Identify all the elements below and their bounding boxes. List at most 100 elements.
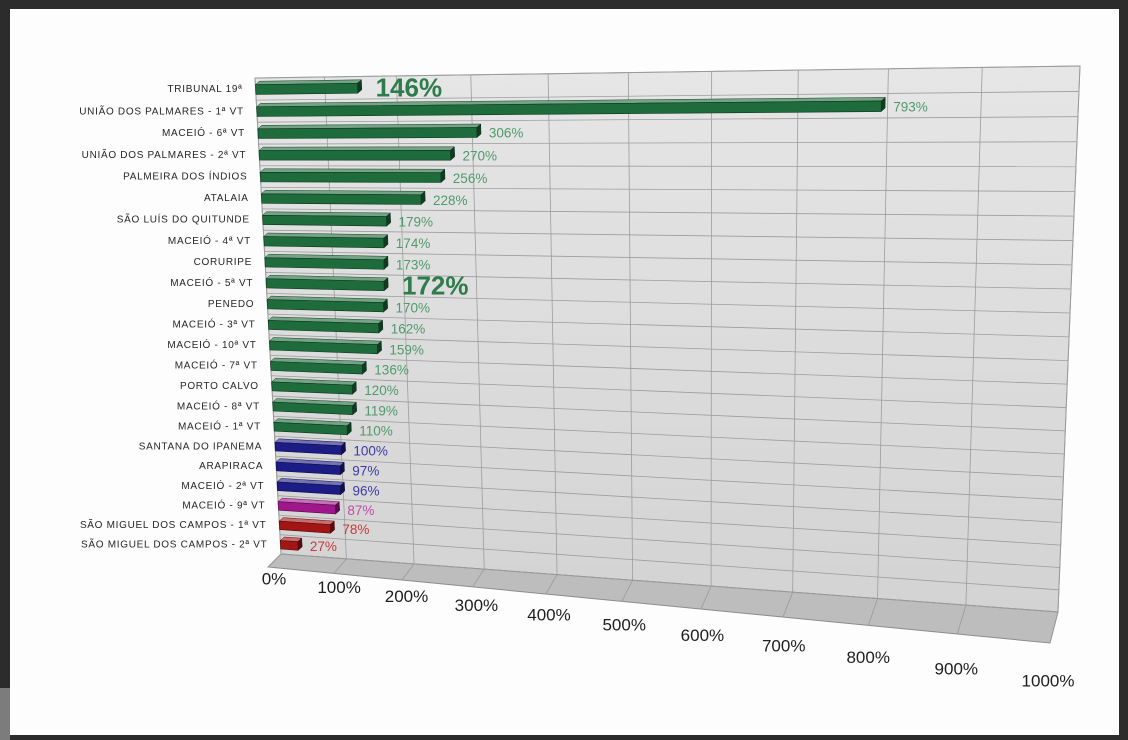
category-label: PALMEIRA DOS ÍNDIOS: [123, 170, 247, 183]
category-label: MACEIÓ - 4ª VT: [168, 234, 251, 247]
row-gridline: [276, 475, 1062, 523]
data-label: 162%: [391, 321, 426, 336]
bar: [264, 253, 389, 270]
row-gridline: [270, 354, 1068, 385]
category-label: MACEIÓ - 2ª VT: [181, 479, 264, 492]
row-gridline: [271, 375, 1067, 408]
bar: [266, 295, 388, 313]
category-label: PORTO CALVO: [180, 381, 259, 392]
category-label: SANTANA DO IPANEMA: [139, 441, 262, 452]
floor-gridline: [700, 585, 712, 610]
value-gridline: [1057, 65, 1081, 613]
x-tick-label: 500%: [602, 616, 645, 635]
bars: [254, 79, 886, 551]
category-label: TRIBUNAL 19ª: [168, 84, 243, 95]
bar-front-face: [272, 401, 354, 416]
bar: [278, 517, 335, 534]
bar-front-face: [255, 82, 359, 95]
bar-front-face: [266, 299, 385, 313]
row-gridline: [262, 208, 1074, 217]
row-gridline: [267, 313, 1070, 338]
bar: [257, 123, 482, 139]
category-label: MACEIÓ - 3ª VT: [173, 318, 256, 331]
row-gridline: [259, 165, 1076, 168]
category-label: ATALAIA: [204, 193, 249, 204]
data-label: 120%: [364, 383, 399, 398]
bar-front-face: [275, 461, 341, 475]
data-label: 306%: [489, 126, 524, 141]
value-gridline: [965, 67, 983, 606]
bar-front-face: [264, 257, 385, 270]
bar-front-face: [276, 481, 342, 495]
row-gridline: [275, 455, 1063, 501]
bar: [260, 190, 426, 206]
floor-gridline: [868, 598, 878, 626]
row-gridline: [256, 91, 1079, 101]
x-tick-label: 900%: [935, 659, 978, 678]
row-gridline: [254, 65, 1081, 79]
category-label: SÃO MIGUEL DOS CAMPOS - 1ª VT: [80, 518, 266, 531]
bar-front-face: [274, 441, 342, 455]
category-label: MACEIÓ - 8ª VT: [177, 399, 260, 412]
x-tick-label: 600%: [681, 626, 724, 645]
category-label: SÃO MIGUEL DOS CAMPOS - 2ª VT: [81, 538, 267, 551]
floor-gridline: [333, 558, 347, 574]
floor-gridline: [956, 605, 967, 635]
data-label: 136%: [374, 363, 409, 378]
category-label: PENEDO: [208, 299, 254, 310]
row-gridline: [279, 534, 1059, 591]
floor-gridline: [267, 553, 282, 568]
bar: [258, 146, 456, 161]
bar-front-face: [262, 214, 388, 227]
value-axis: 0% 100% 200% 300% 400% 500% 600% 700% 800% 900% 10…: [262, 569, 1075, 690]
data-label: 119%: [364, 403, 398, 418]
row-gridline: [257, 116, 1078, 123]
data-label: 179%: [399, 214, 434, 229]
bar: [267, 316, 384, 334]
bar: [254, 79, 363, 95]
x-tick-label: 200%: [385, 587, 428, 606]
value-gridline: [710, 71, 713, 587]
bar-front-face: [279, 540, 299, 551]
row-gridline: [263, 229, 1073, 241]
row-gridline: [277, 495, 1061, 546]
bar-front-face: [263, 236, 385, 249]
floor-gridline: [782, 592, 794, 618]
x-tick-label: 800%: [846, 648, 889, 667]
bar-front-face: [278, 520, 331, 534]
bar: [263, 232, 389, 249]
category-label: UNIÃO DOS PALMARES - 2ª VT: [82, 148, 247, 161]
bar-front-face: [270, 361, 363, 375]
data-label: 87%: [347, 503, 374, 518]
bar: [277, 497, 340, 515]
bar-front-face: [265, 278, 385, 292]
bar: [261, 211, 391, 227]
x-tick-label: 1000%: [1022, 671, 1075, 690]
x-tick-label: 700%: [762, 637, 805, 656]
data-label: 27%: [310, 539, 337, 554]
data-label: 78%: [342, 522, 369, 537]
data-label-emphasized: 172%: [402, 270, 469, 300]
row-gridline: [269, 334, 1069, 361]
data-label: 110%: [359, 423, 393, 438]
floor-gridline: [472, 568, 485, 588]
category-axis: TRIBUNAL 19ª UNIÃO DOS PALMARES - 1ª VT MA…: [79, 84, 267, 550]
row-gridline: [264, 250, 1072, 266]
category-label: MACEIÓ - 10ª VT: [167, 338, 256, 351]
category-label: CORURIPE: [194, 257, 252, 268]
data-label: 256%: [453, 171, 488, 186]
category-label: UNIÃO DOS PALMARES - 1ª VT: [79, 104, 244, 117]
bar-front-face: [260, 193, 422, 205]
data-label: 174%: [396, 236, 431, 251]
category-label: MACEIÓ - 5ª VT: [170, 276, 253, 289]
data-label: 270%: [463, 148, 498, 163]
value-gridline: [792, 70, 799, 593]
category-label: MACEIÓ - 9ª VT: [182, 499, 265, 512]
value-gridline: [547, 73, 558, 575]
bar: [265, 274, 389, 292]
data-label: 97%: [352, 463, 379, 478]
floor-gridline: [1049, 611, 1059, 644]
data-label: 793%: [893, 99, 928, 114]
data-label: 96%: [353, 483, 380, 498]
